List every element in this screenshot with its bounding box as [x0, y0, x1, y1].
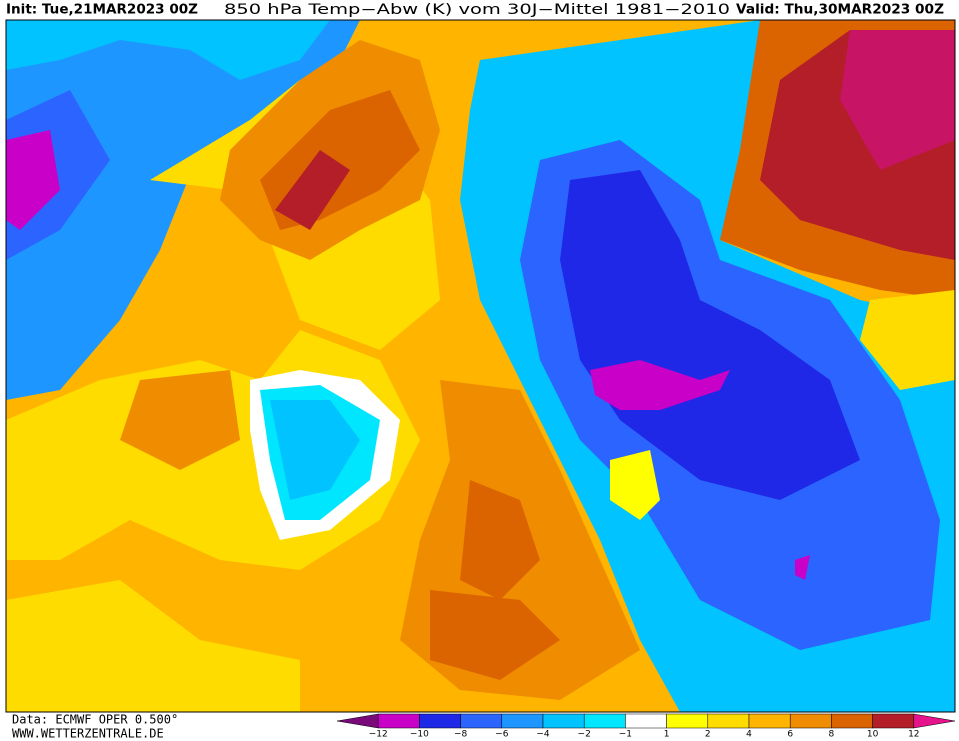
- color-bin: [460, 713, 503, 729]
- color-bin: [748, 713, 791, 729]
- color-bin: [707, 713, 750, 729]
- color-bin: [542, 713, 585, 729]
- color-bin: [501, 713, 544, 729]
- init-label: Init: Tue,21MAR2023 00Z: [6, 3, 198, 18]
- color-bin: [377, 713, 420, 729]
- color-bin: [419, 713, 461, 729]
- website: WWW.WETTERZENTRALE.DE: [12, 727, 164, 741]
- legend-tick-label: −6: [495, 730, 509, 740]
- color-bin: [583, 713, 626, 729]
- color-bin: [625, 713, 667, 729]
- color-legend: −12 −10 −8 −6 −4 −2 −1 1 2 4 6 8 10 12: [336, 713, 956, 740]
- map: [5, 19, 956, 713]
- legend-tick-label: −10: [410, 730, 429, 740]
- legend-tick-label: 2: [705, 730, 711, 740]
- data-source: Data: ECMWF OPER 0.500°: [12, 713, 178, 727]
- legend-tick-label: −2: [578, 730, 591, 740]
- legend-tick-label: 8: [829, 730, 835, 740]
- legend-tick-label: −12: [369, 730, 388, 740]
- legend-tick-label: 1: [664, 730, 670, 740]
- valid-label: Valid: Thu,30MAR2023 00Z: [736, 3, 944, 18]
- color-bin: [789, 713, 832, 729]
- color-bin: [913, 713, 956, 729]
- legend-tick-label: −4: [536, 730, 550, 740]
- color-bin: [831, 713, 873, 729]
- legend-tick-label: 6: [787, 730, 793, 740]
- color-bin: [872, 713, 915, 729]
- legend-tick-label: 12: [908, 730, 919, 740]
- legend-tick-label: −1: [619, 730, 632, 740]
- map-title: 850 hPa Temp−Abw (K) vom 30J−Mittel 1981…: [224, 2, 730, 18]
- legend-tick-label: −8: [454, 730, 468, 740]
- legend-tick-label: 4: [746, 730, 752, 740]
- color-bin: [666, 713, 709, 729]
- legend-tick-label: 10: [867, 730, 879, 740]
